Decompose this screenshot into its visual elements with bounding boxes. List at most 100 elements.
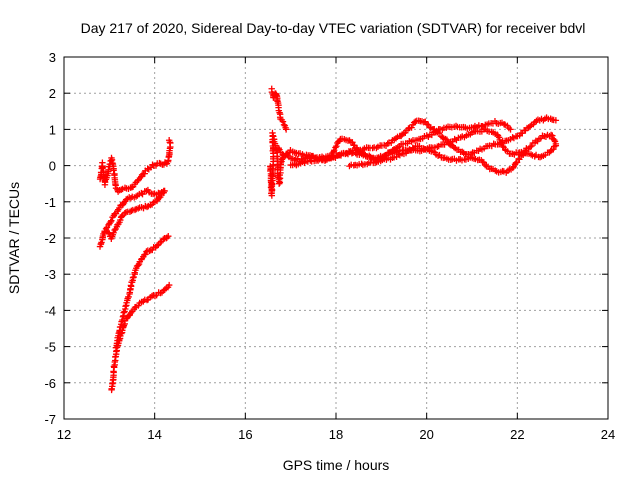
data-point <box>165 281 173 289</box>
data-point <box>160 236 167 243</box>
data-point <box>332 144 339 151</box>
data-point <box>127 194 135 202</box>
data-point <box>129 274 137 281</box>
points-layer <box>96 85 560 394</box>
data-point <box>110 167 117 174</box>
y-axis-label: SDTVAR / TECUs <box>6 182 22 294</box>
y-tick-label: 1 <box>49 122 56 137</box>
y-tick-label: 2 <box>49 86 56 101</box>
series-arc-h <box>346 131 560 176</box>
data-point <box>130 273 137 281</box>
data-point <box>498 139 505 146</box>
data-point <box>526 123 534 130</box>
data-point <box>98 239 105 246</box>
chart-title: Day 217 of 2020, Sidereal Day-to-day VTE… <box>81 20 586 36</box>
data-point <box>536 154 544 161</box>
y-tick-label: 3 <box>49 50 56 65</box>
data-point <box>459 148 466 156</box>
data-point <box>549 132 556 139</box>
data-point <box>128 207 135 215</box>
x-tick-label: 20 <box>419 427 433 442</box>
y-tick-label: -1 <box>44 195 56 210</box>
data-point <box>153 242 161 249</box>
data-point <box>149 161 156 168</box>
data-point <box>509 164 517 172</box>
x-tick-label: 12 <box>57 427 71 442</box>
data-point <box>127 282 135 289</box>
data-point <box>279 118 287 125</box>
y-tick-label: -3 <box>44 267 56 282</box>
data-point <box>528 142 535 150</box>
data-point <box>509 134 516 141</box>
data-point <box>132 193 140 200</box>
y-tick-label: 0 <box>49 159 56 174</box>
series-arc-c <box>103 187 168 242</box>
series-arc-a-high <box>112 232 172 351</box>
data-point <box>330 147 338 154</box>
data-point <box>526 143 534 151</box>
data-point <box>128 184 136 191</box>
data-point <box>118 213 125 220</box>
y-tick-label: -6 <box>44 376 56 391</box>
data-point <box>142 251 149 258</box>
data-point <box>161 187 168 195</box>
data-point <box>104 229 112 236</box>
data-point <box>551 136 558 144</box>
series-arc-d <box>96 137 174 195</box>
data-point <box>165 232 172 240</box>
data-point <box>107 218 114 226</box>
data-point <box>423 120 431 128</box>
data-point <box>122 303 129 310</box>
x-axis-label: GPS time / hours <box>283 457 390 473</box>
series-arc-b <box>96 186 167 250</box>
data-point <box>136 174 144 182</box>
data-point <box>516 156 523 163</box>
data-point <box>110 363 118 370</box>
data-point <box>547 131 555 139</box>
y-tick-label: -4 <box>44 303 56 318</box>
data-point <box>125 293 132 301</box>
tick-layer <box>63 56 609 420</box>
data-point <box>389 147 396 154</box>
data-point <box>161 286 168 293</box>
data-point <box>384 140 391 147</box>
data-point <box>108 217 115 224</box>
data-point <box>282 126 290 133</box>
data-point <box>434 143 441 150</box>
data-point <box>143 203 151 211</box>
data-point <box>504 167 512 174</box>
data-point <box>408 124 415 131</box>
data-point <box>111 226 118 234</box>
data-point <box>447 156 454 164</box>
data-point <box>118 186 125 193</box>
y-tick-label: -2 <box>44 231 56 246</box>
data-point <box>120 309 127 316</box>
series-arc-e-spike <box>268 85 290 133</box>
x-tick-label: 14 <box>147 427 161 442</box>
data-point <box>144 165 151 172</box>
data-point <box>276 146 283 153</box>
x-tick-label: 24 <box>601 427 615 442</box>
data-point <box>115 330 122 337</box>
data-point <box>507 126 514 133</box>
data-point <box>121 209 129 217</box>
data-point <box>333 142 340 150</box>
data-point <box>500 120 508 128</box>
data-point <box>552 117 560 124</box>
series-arc-g <box>287 114 560 169</box>
data-point <box>143 296 151 304</box>
x-tick-label: 22 <box>510 427 524 442</box>
x-tick-label: 16 <box>238 427 252 442</box>
data-point <box>277 159 285 167</box>
data-point <box>165 137 173 144</box>
y-tick-label: -7 <box>44 412 56 427</box>
data-point <box>492 167 499 174</box>
data-point <box>134 262 142 269</box>
data-point <box>138 189 145 197</box>
data-point <box>131 206 139 214</box>
data-point <box>434 152 442 160</box>
data-point <box>552 140 560 148</box>
